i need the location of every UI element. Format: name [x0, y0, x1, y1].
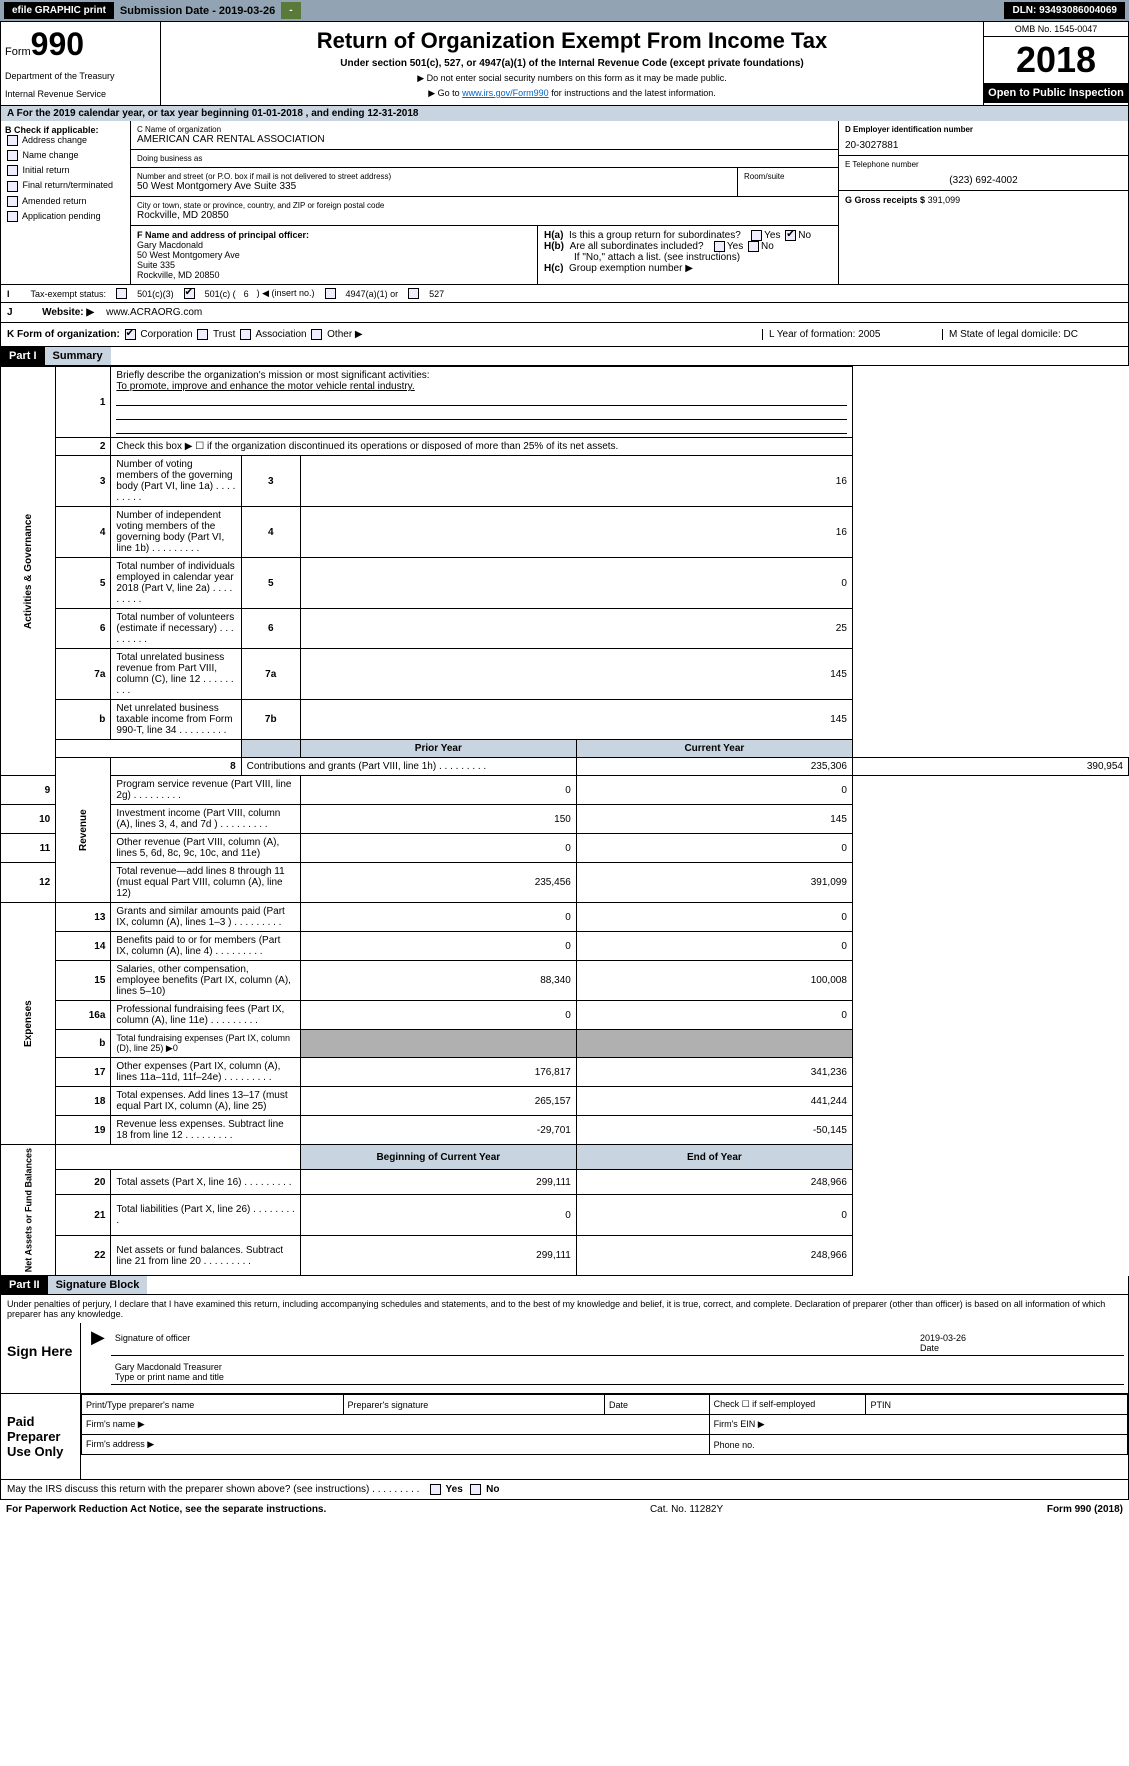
- cb-4947[interactable]: [325, 288, 336, 299]
- signer-name: Gary Macdonald Treasurer: [115, 1362, 222, 1372]
- cb-irs-no[interactable]: [470, 1484, 481, 1495]
- submission-date: Submission Date - 2019-03-26: [120, 5, 275, 17]
- instr-link: ▶ Go to www.irs.gov/Form990 for instruct…: [167, 88, 977, 99]
- perjury-declaration: Under penalties of perjury, I declare th…: [1, 1295, 1128, 1323]
- org-name-box: C Name of organization AMERICAN CAR RENT…: [131, 121, 838, 150]
- hb-yes[interactable]: [714, 241, 725, 252]
- ha-no[interactable]: [785, 230, 796, 241]
- irs-label: Internal Revenue Service: [5, 89, 156, 99]
- room-box: Room/suite: [738, 168, 838, 197]
- return-title: Return of Organization Exempt From Incom…: [167, 28, 977, 54]
- cb-501c[interactable]: [184, 288, 195, 299]
- cb-name: Name change: [5, 150, 126, 161]
- cb-address: Address change: [5, 135, 126, 146]
- side-exp: Expenses: [1, 903, 56, 1145]
- h-section: H(a) Is this a group return for subordin…: [538, 226, 838, 284]
- website-row: J Website: ▶ www.ACRAORG.com: [0, 303, 1129, 323]
- omb-number: OMB No. 1545-0047: [984, 22, 1128, 37]
- side-net: Net Assets or Fund Balances: [1, 1145, 56, 1276]
- ha-yes[interactable]: [751, 230, 762, 241]
- cb-501c3[interactable]: [116, 288, 127, 299]
- section-b: B Check if applicable: Address change Na…: [1, 121, 131, 284]
- tax-year: 2018: [984, 37, 1128, 83]
- sign-here-label: Sign Here: [1, 1323, 81, 1393]
- footer: For Paperwork Reduction Act Notice, see …: [0, 1500, 1129, 1519]
- form-label: Form: [5, 46, 31, 58]
- officer-box: F Name and address of principal officer:…: [131, 226, 538, 284]
- ein-box: D Employer identification number 20-3027…: [839, 121, 1128, 156]
- part1-hdr: Part I: [1, 347, 45, 365]
- arrow-icon: ▶: [85, 1327, 111, 1389]
- irs-link[interactable]: www.irs.gov/Form990: [462, 88, 549, 98]
- cb-final: Final return/terminated: [5, 180, 126, 191]
- cb-pending: Application pending: [5, 211, 126, 222]
- mission: To promote, improve and enhance the moto…: [116, 381, 414, 392]
- cb-trust[interactable]: [197, 329, 208, 340]
- form-number: 990: [31, 26, 84, 62]
- org-form-row: K Form of organization: Corporation Trus…: [0, 323, 1129, 347]
- cb-irs-yes[interactable]: [430, 1484, 441, 1495]
- side-rev: Revenue: [56, 758, 111, 903]
- summary-table: Activities & Governance 1 Briefly descri…: [0, 366, 1129, 1276]
- part2-title: Signature Block: [48, 1276, 148, 1294]
- gross-receipts: G Gross receipts $ 391,099: [839, 191, 1128, 209]
- side-ag: Activities & Governance: [1, 367, 56, 776]
- cb-527[interactable]: [408, 288, 419, 299]
- hb-no[interactable]: [748, 241, 759, 252]
- form-header: Form990 Department of the Treasury Inter…: [0, 21, 1129, 106]
- part1-title: Summary: [45, 347, 111, 365]
- tax-status-row: I Tax-exempt status: 501(c)(3) 501(c) (6…: [0, 285, 1129, 303]
- part2-hdr: Part II: [1, 1276, 48, 1294]
- org-name: AMERICAN CAR RENTAL ASSOCIATION: [137, 134, 832, 145]
- instr-ssn: ▶ Do not enter social security numbers o…: [167, 73, 977, 84]
- paid-preparer-label: Paid Preparer Use Only: [1, 1394, 81, 1479]
- city-box: City or town, state or province, country…: [131, 197, 838, 226]
- top-bar: efile GRAPHIC print Submission Date - 20…: [0, 0, 1129, 21]
- irs-discuss-row: May the IRS discuss this return with the…: [0, 1480, 1129, 1500]
- cb-amended: Amended return: [5, 196, 126, 207]
- cb-assoc[interactable]: [240, 329, 251, 340]
- year-formation: L Year of formation: 2005: [762, 329, 942, 340]
- row-a-calendar: A For the 2019 calendar year, or tax yea…: [1, 106, 1128, 121]
- cb-corp[interactable]: [125, 329, 136, 340]
- preparer-table: Print/Type preparer's name Preparer's si…: [81, 1394, 1128, 1455]
- return-subtitle: Under section 501(c), 527, or 4947(a)(1)…: [167, 58, 977, 69]
- dept-treasury: Department of the Treasury: [5, 71, 156, 81]
- website-value: www.ACRAORG.com: [106, 307, 202, 318]
- submit-button[interactable]: -: [281, 2, 300, 19]
- dln: DLN: 93493086004069: [1004, 2, 1125, 19]
- phone-box: E Telephone number (323) 692-4002: [839, 156, 1128, 191]
- dba-box: Doing business as: [131, 150, 838, 168]
- cb-other[interactable]: [311, 329, 322, 340]
- open-public: Open to Public Inspection: [984, 83, 1128, 103]
- cb-initial: Initial return: [5, 165, 126, 176]
- street-box: Number and street (or P.O. box if mail i…: [131, 168, 738, 197]
- efile-badge: efile GRAPHIC print: [4, 2, 114, 19]
- state-domicile: M State of legal domicile: DC: [942, 329, 1122, 340]
